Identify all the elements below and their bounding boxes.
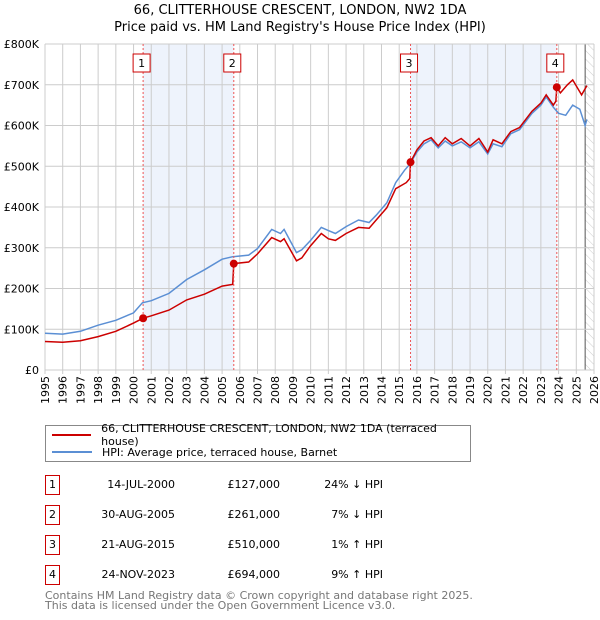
x-tick-label: 2006 xyxy=(234,376,247,404)
sale-number: 2 xyxy=(45,505,60,525)
x-tick-label: 2015 xyxy=(393,376,406,404)
x-tick-label: 2011 xyxy=(322,376,335,404)
table-row: 1 14-JUL-2000 £127,000 24% ↓ HPI xyxy=(45,475,465,495)
sale-date: 21-AUG-2015 xyxy=(101,538,175,551)
sale-hpi-diff: 7% ↓ HPI xyxy=(331,508,383,521)
x-tick-label: 1995 xyxy=(39,376,52,404)
x-tick-label: 2012 xyxy=(340,376,353,404)
sale-label: 1 xyxy=(138,57,145,70)
x-tick-label: 2008 xyxy=(269,376,282,404)
x-tick-label: 2001 xyxy=(145,376,158,404)
sale-hpi-diff: 9% ↑ HPI xyxy=(331,568,383,581)
x-tick-label: 2022 xyxy=(517,376,530,404)
x-tick-label: 2005 xyxy=(216,376,229,404)
property-price-line xyxy=(44,78,588,344)
sale-hpi-diff: 1% ↑ HPI xyxy=(331,538,383,551)
sale-label-box xyxy=(546,53,565,73)
x-tick-label: 2023 xyxy=(535,376,548,404)
sale-point xyxy=(139,314,148,323)
x-tick-label: 2007 xyxy=(252,376,265,404)
x-tick-label: 2020 xyxy=(482,376,495,404)
sale-label: 3 xyxy=(406,57,413,70)
x-tick-label: 2024 xyxy=(553,376,566,404)
legend-label-hpi: HPI: Average price, terraced house, Barn… xyxy=(102,445,338,459)
sale-label-box xyxy=(132,53,151,73)
hpi-line xyxy=(44,95,588,335)
x-tick-label: 2000 xyxy=(128,376,141,404)
sale-label: 2 xyxy=(229,57,236,70)
legend: 66, CLITTERHOUSE CRESCENT, LONDON, NW2 1… xyxy=(45,422,471,462)
x-tick-label: 2018 xyxy=(446,376,459,404)
sale-hpi-diff: 24% ↓ HPI xyxy=(324,478,383,491)
sale-label: 4 xyxy=(552,57,559,70)
x-tick-label: 1997 xyxy=(74,376,87,404)
sale-number: 4 xyxy=(45,565,60,585)
sale-label-box xyxy=(223,53,242,73)
x-tick-label: 1996 xyxy=(57,376,70,404)
x-tick-label: 1998 xyxy=(92,376,105,404)
table-row: 3 21-AUG-2015 £510,000 1% ↑ HPI xyxy=(45,535,465,555)
x-tick-label: 2003 xyxy=(181,376,194,404)
y-tick-label: £800K xyxy=(4,38,40,51)
table-row: 2 30-AUG-2005 £261,000 7% ↓ HPI xyxy=(45,505,465,525)
chart-title-line2: Price paid vs. HM Land Registry's House … xyxy=(114,20,486,35)
sale-date: 24-NOV-2023 xyxy=(101,568,175,581)
y-tick-label: £600K xyxy=(4,120,40,133)
sale-point xyxy=(552,83,561,92)
footer-licence: This data is licensed under the Open Gov… xyxy=(45,599,396,612)
y-tick-label: £200K xyxy=(4,283,40,296)
y-tick-label: £700K xyxy=(4,79,40,92)
x-tick-label: 2019 xyxy=(464,376,477,404)
x-tick-label: 2002 xyxy=(163,376,176,404)
sale-price: £261,000 xyxy=(227,508,281,521)
x-tick-label: 2021 xyxy=(499,376,512,404)
sale-date: 30-AUG-2005 xyxy=(101,508,175,521)
y-tick-label: £500K xyxy=(4,160,40,173)
legend-item-property: 66, CLITTERHOUSE CRESCENT, LONDON, NW2 1… xyxy=(46,422,470,448)
y-tick-label: £300K xyxy=(4,242,40,255)
footer-copyright: Contains HM Land Registry data © Crown c… xyxy=(45,589,473,602)
x-tick-label: 2017 xyxy=(429,376,442,404)
legend-swatch-red xyxy=(52,434,92,436)
x-tick-label: 2009 xyxy=(287,376,300,404)
legend-swatch-blue xyxy=(52,451,92,453)
x-tick-label: 2004 xyxy=(198,376,211,404)
y-tick-label: £400K xyxy=(4,201,40,214)
sale-price: £510,000 xyxy=(227,538,281,551)
x-tick-label: 1999 xyxy=(110,376,123,404)
y-tick-label: £100K xyxy=(4,323,40,336)
x-tick-label: 2026 xyxy=(588,376,600,404)
x-tick-label: 2016 xyxy=(411,376,424,404)
sale-point xyxy=(229,259,238,268)
y-tick-label: £0 xyxy=(25,364,39,377)
legend-item-hpi: HPI: Average price, terraced house, Barn… xyxy=(46,444,337,460)
sale-number: 3 xyxy=(45,535,60,555)
x-tick-label: 2014 xyxy=(375,376,388,404)
sale-price: £694,000 xyxy=(227,568,281,581)
legend-label-property: 66, CLITTERHOUSE CRESCENT, LONDON, NW2 1… xyxy=(101,422,437,448)
sale-price: £127,000 xyxy=(227,478,281,491)
sale-number: 1 xyxy=(45,475,60,495)
sale-label-box xyxy=(400,53,419,73)
chart-title-line1: 66, CLITTERHOUSE CRESCENT, LONDON, NW2 1… xyxy=(133,3,467,18)
sale-point xyxy=(406,158,415,167)
x-tick-label: 2025 xyxy=(570,376,583,404)
price-chart: 1995 1996 1997 1998 1999 2000 2001 2002 2003 2004… xyxy=(4,38,600,404)
x-tick-label: 2013 xyxy=(358,376,371,404)
x-tick-label: 2010 xyxy=(305,376,318,404)
table-row: 4 24-NOV-2023 £694,000 9% ↑ HPI xyxy=(45,565,465,585)
sale-date: 14-JUL-2000 xyxy=(107,478,175,491)
